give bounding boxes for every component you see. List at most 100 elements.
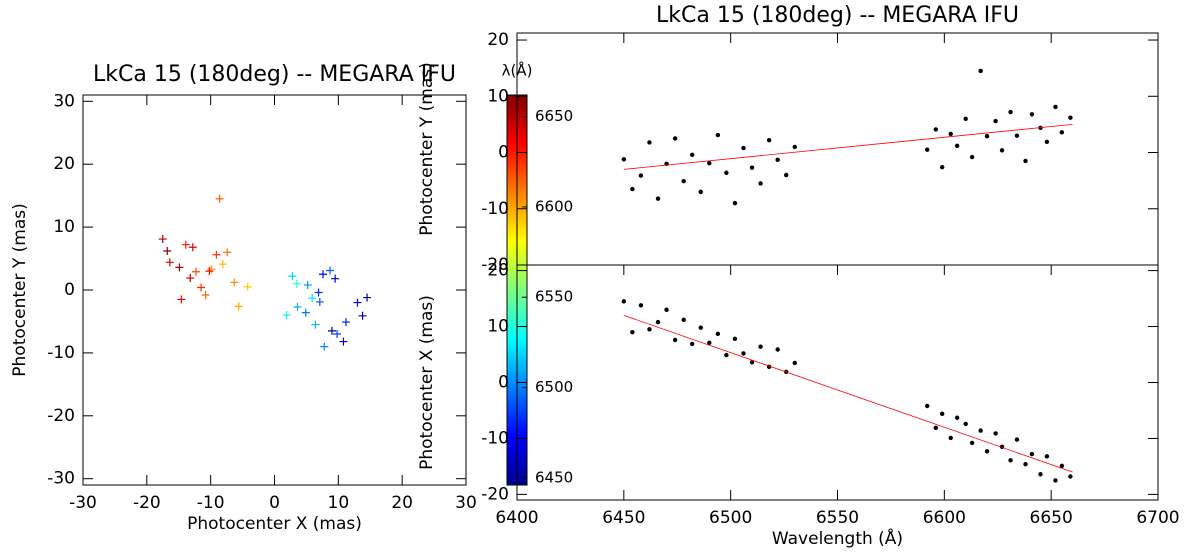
data-point <box>749 165 755 170</box>
y-tick-label: 0 <box>64 280 75 300</box>
data-point <box>963 421 968 427</box>
x-axis-label: Photocenter X (mas) <box>187 514 362 534</box>
data-point <box>301 308 310 317</box>
data-point <box>1014 133 1020 138</box>
data-point <box>681 178 686 184</box>
x-tick-label: 6600 <box>923 508 966 528</box>
data-point <box>303 280 312 289</box>
data-point <box>1059 130 1065 135</box>
data-point <box>205 267 214 276</box>
y-tick-label: -20 <box>481 484 509 504</box>
data-point <box>672 337 678 343</box>
data-point <box>978 428 983 433</box>
data-point <box>191 267 200 276</box>
data-point <box>212 250 221 259</box>
data-point <box>681 317 686 323</box>
data-point <box>1044 139 1050 145</box>
y-axis-label: Photocenter X (mas) <box>417 295 437 470</box>
data-point <box>933 425 938 431</box>
y-tick-label: 10 <box>53 217 75 237</box>
data-point <box>732 336 738 342</box>
y-tick-label: -10 <box>481 199 509 219</box>
data-point <box>341 318 350 327</box>
data-point <box>1044 454 1050 459</box>
data-point <box>630 186 635 192</box>
data-point <box>1053 104 1058 110</box>
data-point <box>215 194 224 203</box>
data-point <box>655 319 661 325</box>
data-point <box>638 303 644 308</box>
data-point <box>177 295 186 304</box>
data-point <box>308 294 317 303</box>
data-point <box>188 243 197 252</box>
data-point <box>984 134 990 139</box>
data-point <box>1068 115 1073 120</box>
data-point <box>165 258 174 267</box>
x-tick-label: -20 <box>133 493 161 513</box>
y-tick-label: -20 <box>481 255 509 275</box>
data-point <box>234 302 243 311</box>
plot-frame <box>82 94 467 486</box>
colorbar-tick-label: 6550 <box>535 288 573 306</box>
data-point <box>690 152 695 157</box>
data-point <box>1059 463 1065 469</box>
data-point <box>963 116 968 121</box>
y-tick-label: 10 <box>487 86 509 106</box>
fit-line <box>623 314 1073 473</box>
data-point <box>993 431 998 436</box>
data-point <box>197 283 206 292</box>
colorbar-tick-label: 6450 <box>535 468 573 486</box>
data-point <box>326 266 335 275</box>
data-point <box>1008 109 1013 115</box>
data-point <box>630 329 635 335</box>
data-point <box>333 330 342 339</box>
y-axis-label: Photocenter Y (mas) <box>417 62 437 235</box>
data-point <box>621 157 627 162</box>
data-point <box>1023 158 1028 164</box>
data-point <box>331 274 340 283</box>
data-point <box>621 299 627 304</box>
data-point <box>1014 437 1020 442</box>
y-tick-label: 20 <box>487 261 509 281</box>
data-point <box>948 131 953 137</box>
data-point <box>647 140 652 145</box>
data-point <box>758 344 763 349</box>
data-point <box>319 270 328 279</box>
data-point <box>1029 112 1035 117</box>
data-point <box>293 302 302 311</box>
x-tick-label: 10 <box>328 493 350 513</box>
data-point <box>186 274 195 283</box>
data-point <box>223 248 232 257</box>
data-point <box>1023 461 1028 467</box>
data-point <box>741 145 746 151</box>
data-point <box>218 260 227 269</box>
data-point <box>925 403 930 409</box>
data-point <box>288 272 297 281</box>
data-point <box>201 291 210 300</box>
data-point <box>775 157 780 163</box>
data-point <box>792 360 797 366</box>
data-point <box>327 326 336 335</box>
x-tick-label: 6400 <box>495 508 538 528</box>
data-point <box>1008 458 1013 463</box>
colorbar-tick-label: 6600 <box>535 197 573 215</box>
data-point <box>724 170 729 175</box>
data-point <box>792 144 797 150</box>
x-tick-label: 6650 <box>1030 508 1073 528</box>
data-point <box>698 325 703 330</box>
x-tick-label: -30 <box>69 493 97 513</box>
data-point <box>163 247 172 255</box>
data-point <box>1068 474 1073 479</box>
x-axis-label: Wavelength (Å) <box>772 527 903 549</box>
data-point <box>978 68 983 74</box>
y-tick-label: -10 <box>481 428 509 448</box>
data-point <box>954 143 960 148</box>
data-point <box>339 337 348 346</box>
data-point <box>715 331 721 337</box>
y-tick-label: -10 <box>47 343 75 363</box>
data-point <box>647 327 652 332</box>
colorbar-tick-label: 6500 <box>535 378 573 396</box>
y-tick-label: -20 <box>47 406 75 426</box>
x-tick-label: 6550 <box>816 508 859 528</box>
